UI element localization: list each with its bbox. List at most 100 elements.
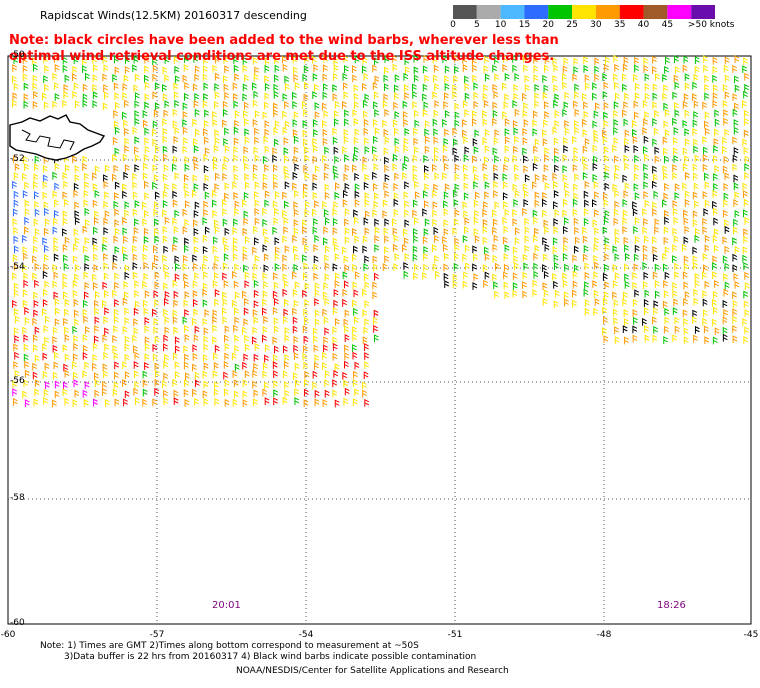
wind-barb	[702, 252, 708, 261]
wind-barb	[362, 56, 368, 65]
wind-barb	[53, 361, 59, 370]
wind-barb	[552, 273, 557, 281]
wind-barb	[204, 309, 210, 318]
wind-barb	[212, 199, 217, 208]
wind-barb	[602, 129, 607, 138]
wind-barb	[214, 226, 220, 234]
wind-barb	[363, 217, 369, 226]
wind-barb	[493, 164, 498, 173]
wind-barb	[534, 191, 540, 200]
wind-barb	[342, 100, 347, 109]
wind-barb	[143, 236, 149, 244]
wind-barb	[314, 289, 320, 298]
wind-barb	[714, 128, 719, 137]
wind-barb	[384, 246, 389, 255]
wind-barb	[184, 291, 190, 299]
wind-barb	[292, 119, 298, 127]
wind-barb	[162, 127, 168, 136]
wind-barb	[63, 91, 69, 99]
wind-barb	[233, 56, 239, 64]
wind-barb	[154, 218, 159, 227]
pass-time-label: 20:01	[212, 600, 241, 611]
wind-barb	[134, 290, 140, 298]
wind-barb	[73, 228, 79, 237]
wind-barb	[682, 182, 687, 191]
wind-barb	[323, 172, 329, 181]
wind-barb	[673, 216, 679, 225]
wind-barb	[372, 281, 378, 290]
wind-barb	[152, 164, 158, 173]
wind-barb	[72, 280, 78, 288]
wind-barb	[304, 146, 309, 155]
wind-barb	[193, 156, 199, 164]
wind-barb	[113, 308, 119, 317]
wind-barb	[462, 56, 468, 64]
wind-barb	[414, 191, 420, 200]
wind-barb	[622, 226, 628, 234]
wind-barb	[33, 398, 39, 407]
wind-barb	[303, 262, 309, 271]
wind-barb	[43, 101, 49, 110]
wind-barb	[23, 93, 29, 102]
wind-barb	[13, 199, 19, 208]
wind-barb	[23, 100, 29, 109]
wind-barb	[663, 290, 669, 299]
wind-barb	[612, 280, 618, 288]
wind-barb	[264, 381, 269, 390]
wind-barb	[362, 156, 368, 165]
wind-barb	[404, 209, 409, 218]
wind-barb	[512, 183, 518, 192]
wind-barb	[272, 336, 278, 345]
wind-barb	[343, 129, 349, 137]
wind-barb	[463, 192, 469, 201]
wind-barb	[184, 353, 189, 362]
wind-barb	[302, 129, 308, 138]
wind-barb	[563, 101, 569, 110]
wind-barb	[172, 108, 178, 117]
wind-barb	[323, 209, 329, 217]
wind-barb	[372, 118, 378, 127]
wind-barb	[12, 155, 18, 164]
wind-barb	[683, 93, 689, 102]
wind-barb	[634, 244, 640, 253]
wind-barb	[412, 199, 418, 208]
wind-barb	[244, 173, 250, 182]
wind-barb	[652, 83, 658, 92]
wind-barb	[42, 299, 48, 307]
wind-barb	[162, 145, 168, 154]
wind-barb	[704, 172, 709, 181]
wind-barb	[382, 199, 388, 208]
wind-barb	[73, 342, 78, 351]
wind-barb	[173, 91, 179, 100]
wind-barb	[504, 93, 510, 102]
wind-barb	[52, 399, 57, 408]
wind-barb	[343, 65, 349, 73]
wind-barb	[292, 55, 298, 64]
wind-barb	[502, 236, 508, 245]
wind-barb	[314, 389, 320, 398]
wind-barb	[655, 290, 660, 299]
wind-barb	[542, 138, 548, 147]
wind-barb	[463, 100, 468, 108]
wind-barb	[614, 228, 620, 237]
wind-barb	[522, 271, 528, 280]
wind-barb	[162, 200, 168, 208]
wind-barb	[644, 289, 650, 298]
wind-barb	[214, 298, 219, 307]
wind-barb	[542, 264, 547, 272]
wind-barb	[124, 343, 130, 352]
wind-barb	[33, 245, 38, 254]
legend-swatch	[691, 5, 715, 19]
wind-barb	[663, 102, 669, 111]
wind-barb	[123, 281, 129, 289]
wind-barb	[602, 272, 608, 281]
wind-barb	[443, 191, 449, 200]
wind-barb	[394, 145, 400, 154]
wind-barb	[562, 165, 568, 173]
wind-barb	[492, 254, 498, 263]
wind-barb	[264, 344, 270, 353]
wind-barb	[484, 246, 489, 255]
wind-barb	[482, 137, 488, 145]
wind-barb	[624, 144, 630, 153]
wind-barb	[352, 299, 357, 308]
